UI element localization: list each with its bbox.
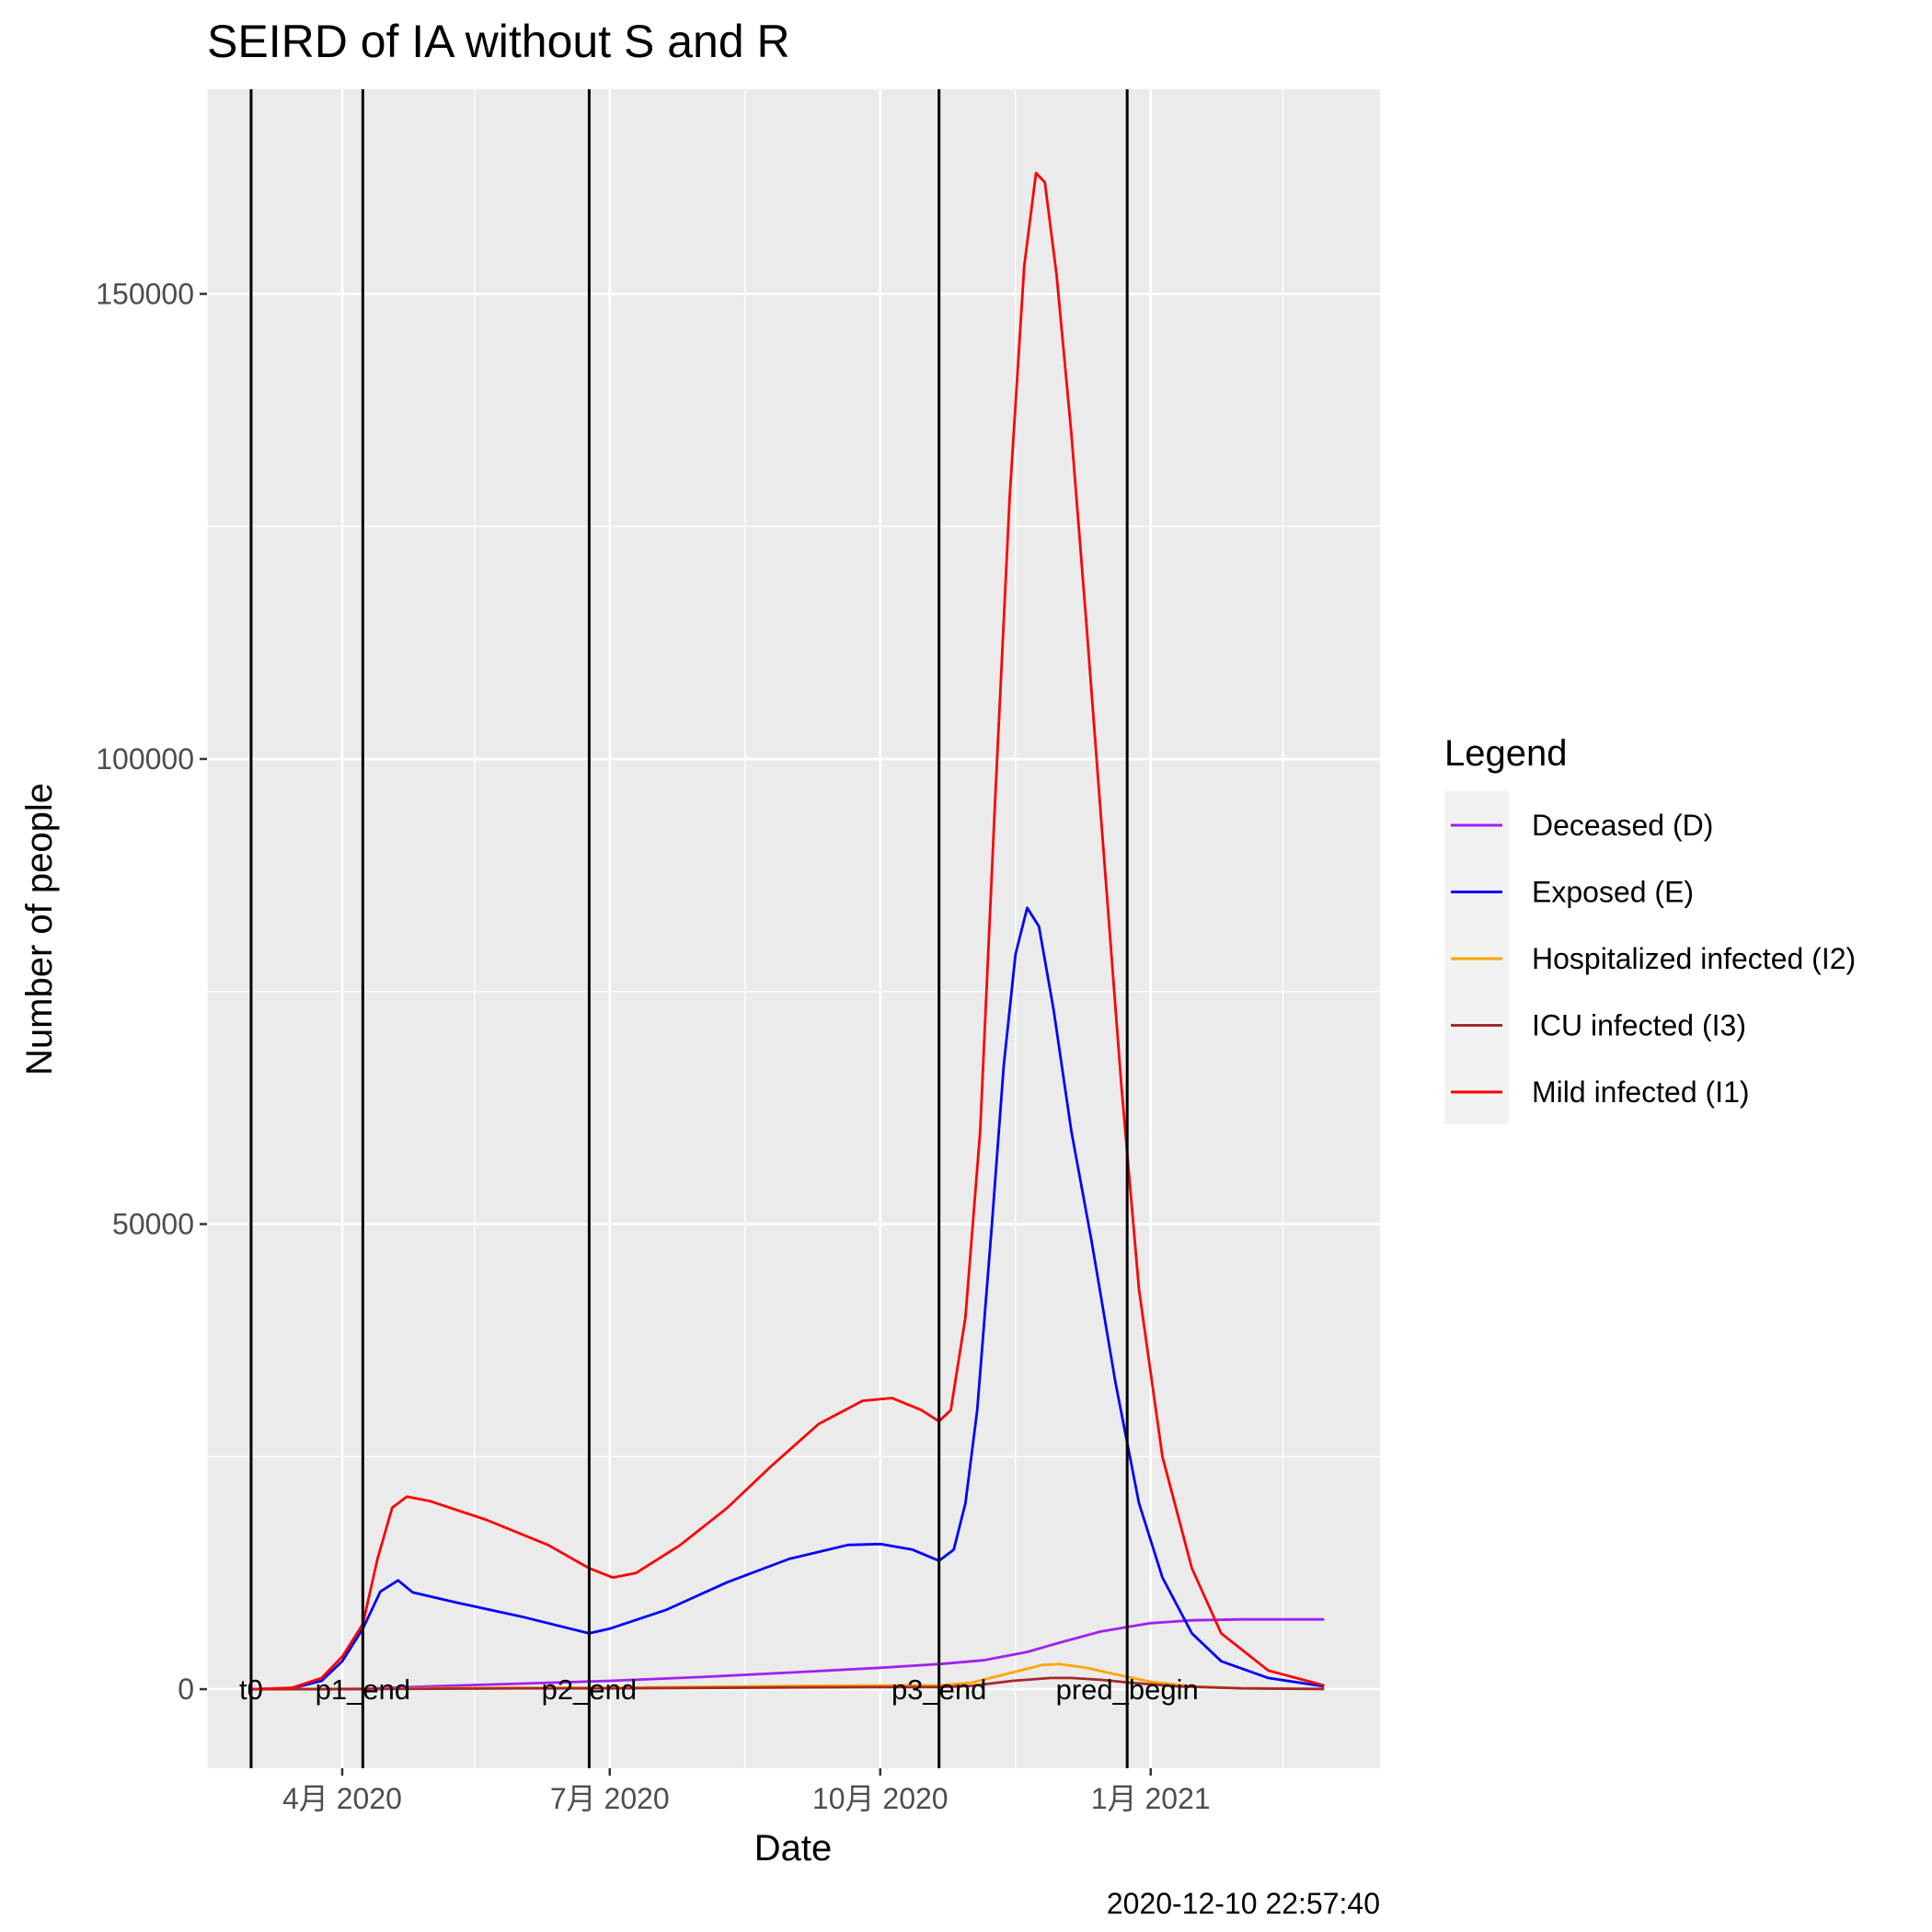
vline-label: pred_begin [1056,1673,1199,1706]
x-tick-label: 10月 2020 [812,1782,949,1815]
grid-major [207,89,1380,1768]
y-tick-label: 0 [178,1673,194,1706]
series-line-4 [250,171,1325,1691]
vline-label: p2_end [542,1673,637,1706]
y-tick-label: 100000 [96,742,194,776]
legend-label: ICU infected (I3) [1532,1009,1746,1042]
vline-label: p1_end [316,1673,410,1706]
legend-label: Deceased (D) [1532,809,1713,842]
x-tick-label: 4月 2020 [282,1782,402,1815]
x-tick-label: 1月 2021 [1091,1782,1211,1815]
y-axis-title: Number of people [19,783,60,1075]
x-axis-title: Date [754,1828,833,1869]
series-line-3 [250,1676,1325,1691]
axes: 0 50000 100000 150000 4月 2020 7月 2020 10月 2020… [96,277,1210,1815]
x-tick-label: 7月 2020 [550,1782,670,1815]
grid-minor [206,61,1380,1768]
plot-panel [207,89,1380,1768]
legend-label: Mild infected (I1) [1532,1075,1750,1109]
legend-label: Exposed (E) [1532,876,1694,909]
caption: 2020-12-10 22:57:40 [1107,1887,1380,1920]
vertical-markers: t0 p1_end p2_end p3_end pred_begin [239,89,1199,1768]
vline-label: t0 [239,1673,263,1706]
chart-title: SEIRD of IA without S and R [207,16,790,67]
y-tick-label: 50000 [112,1208,194,1241]
legend: Legend Deceased (D) Exposed (E) Hospitaliz… [1444,733,1856,1124]
legend-label: Hospitalized infected (I2) [1532,942,1856,975]
y-tick-label: 150000 [96,277,194,310]
legend-title: Legend [1444,733,1567,774]
vline-label: p3_end [891,1673,986,1706]
